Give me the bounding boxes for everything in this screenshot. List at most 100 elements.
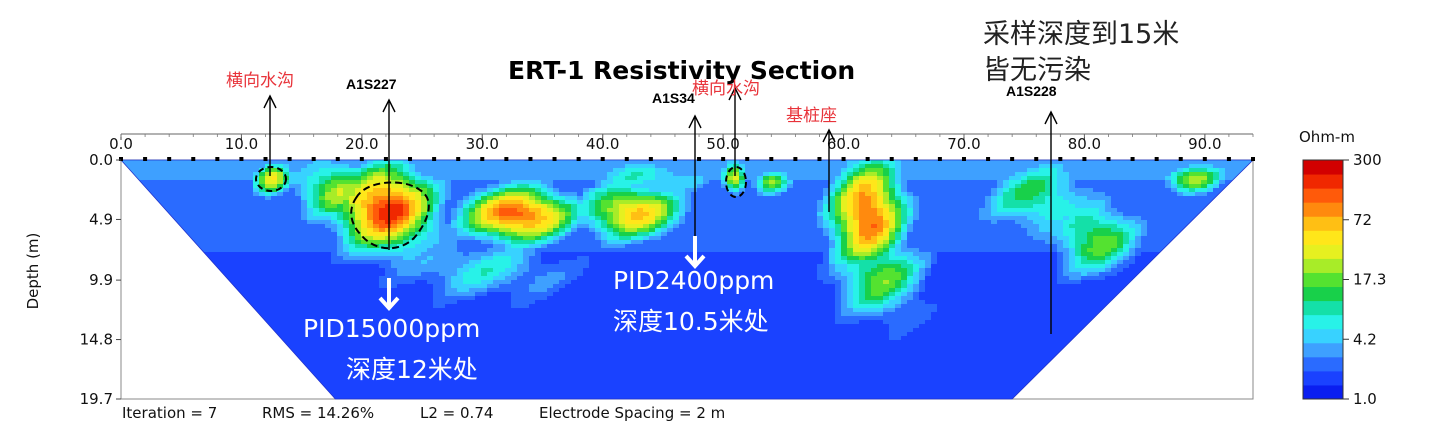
resistivity-cell [649,260,656,265]
resistivity-cell [1201,212,1208,217]
resistivity-cell [121,240,128,245]
resistivity-cell [379,172,386,177]
resistivity-cell [643,188,650,193]
resistivity-cell [205,232,212,237]
resistivity-cell [1051,204,1058,209]
resistivity-cell [1237,180,1244,185]
resistivity-cell [1057,228,1064,233]
resistivity-cell [811,248,818,253]
resistivity-cell [907,232,914,237]
resistivity-cell [325,168,332,173]
resistivity-cell [1219,248,1226,253]
resistivity-cell [841,256,848,261]
resistivity-cell [913,176,920,181]
resistivity-cell [223,168,230,173]
resistivity-cell [1183,164,1190,169]
resistivity-cell [529,256,536,261]
resistivity-cell [331,256,338,261]
resistivity-cell [1045,160,1052,165]
resistivity-cell [697,180,704,185]
resistivity-cell [895,160,902,165]
resistivity-cell [547,212,554,217]
resistivity-cell [367,244,374,249]
resistivity-cell [145,208,152,213]
resistivity-cell [859,256,866,261]
resistivity-cell [631,184,638,189]
resistivity-cell [1219,208,1226,213]
resistivity-cell [457,260,464,265]
resistivity-cell [913,164,920,169]
resistivity-cell [187,168,194,173]
resistivity-cell [619,172,626,177]
resistivity-cell [1153,212,1160,217]
resistivity-cell [325,172,332,177]
resistivity-cell [583,196,590,201]
resistivity-cell [403,220,410,225]
resistivity-cell [445,192,452,197]
resistivity-cell [1045,184,1052,189]
resistivity-cell [865,260,872,265]
resistivity-cell [415,212,422,217]
resistivity-cell [421,224,428,229]
resistivity-cell [415,216,422,221]
resistivity-cell [907,172,914,177]
resistivity-cell [277,212,284,217]
resistivity-cell [229,172,236,177]
resistivity-cell [127,188,134,193]
resistivity-cell [133,168,140,173]
resistivity-cell [223,200,230,205]
resistivity-cell [157,164,164,169]
resistivity-cell [697,228,704,233]
resistivity-cell [469,204,476,209]
resistivity-cell [181,168,188,173]
resistivity-cell [565,252,572,257]
resistivity-cell [337,196,344,201]
resistivity-cell [913,244,920,249]
resistivity-cell [847,232,854,237]
resistivity-cell [787,200,794,205]
resistivity-cell [709,160,716,165]
resistivity-cell [385,212,392,217]
resistivity-cell [133,188,140,193]
resistivity-cell [433,184,440,189]
resistivity-cell [133,232,140,237]
resistivity-cell [385,184,392,189]
resistivity-cell [1201,216,1208,221]
resistivity-cell [1099,236,1106,241]
resistivity-cell [673,224,680,229]
resistivity-cell [175,240,182,245]
resistivity-cell [265,228,272,233]
resistivity-cell [955,248,962,253]
resistivity-cell [583,224,590,229]
resistivity-cell [745,252,752,257]
resistivity-cell [1243,192,1250,197]
resistivity-cell [775,248,782,253]
resistivity-cell [649,176,656,181]
resistivity-cell [151,192,158,197]
resistivity-cell [745,228,752,233]
resistivity-cell [559,208,566,213]
resistivity-cell [1141,252,1148,257]
resistivity-cell [1099,204,1106,209]
resistivity-cell [787,196,794,201]
resistivity-cell [583,244,590,249]
resistivity-cell [559,236,566,241]
resistivity-cell [1165,164,1172,169]
resistivity-cell [853,172,860,177]
resistivity-cell [289,164,296,169]
resistivity-cell [499,200,506,205]
resistivity-cell [589,228,596,233]
resistivity-cell [727,260,734,265]
resistivity-cell [121,232,128,237]
resistivity-cell [463,216,470,221]
resistivity-cell [943,196,950,201]
resistivity-cell [361,248,368,253]
resistivity-cell [949,204,956,209]
resistivity-cell [1189,232,1196,237]
resistivity-cell [331,168,338,173]
resistivity-cell [853,256,860,261]
resistivity-cell [457,236,464,241]
resistivity-cell [793,188,800,193]
resistivity-cell [877,216,884,221]
resistivity-cell [835,236,842,241]
